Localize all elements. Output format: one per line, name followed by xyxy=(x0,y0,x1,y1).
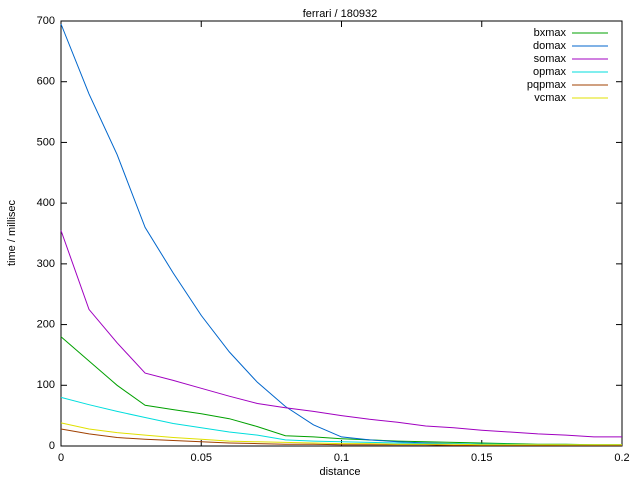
series-line xyxy=(60,230,622,438)
y-tick-label: 700 xyxy=(37,15,55,27)
legend-label: bxmax xyxy=(534,27,567,39)
y-tick-label: 0 xyxy=(49,440,55,452)
chart-title: ferrari / 180932 xyxy=(303,8,378,20)
legend-label: somax xyxy=(534,53,567,65)
x-tick-label: 0.05 xyxy=(191,452,212,464)
x-tick-label: 0.1 xyxy=(334,452,349,464)
x-tick-label: 0 xyxy=(58,452,64,464)
series-line xyxy=(60,428,622,446)
y-tick-label: 400 xyxy=(37,197,55,209)
y-tick-label: 300 xyxy=(37,258,55,270)
series-line xyxy=(60,396,622,446)
legend-label: vcmax xyxy=(534,92,566,104)
y-axis-label: time / millisec xyxy=(6,200,18,267)
legend-label: pqpmax xyxy=(527,79,567,91)
series-line xyxy=(60,422,622,446)
y-tick-label: 600 xyxy=(37,76,55,88)
x-tick-label: 0.15 xyxy=(471,452,492,464)
series-line xyxy=(60,336,622,446)
x-tick-label: 0.2 xyxy=(614,452,629,464)
y-tick-label: 200 xyxy=(37,318,55,330)
x-axis-label: distance xyxy=(320,466,361,478)
legend-label: domax xyxy=(533,40,567,52)
y-tick-label: 500 xyxy=(37,136,55,148)
legend-label: opmax xyxy=(533,66,567,78)
y-tick-label: 100 xyxy=(37,379,55,391)
